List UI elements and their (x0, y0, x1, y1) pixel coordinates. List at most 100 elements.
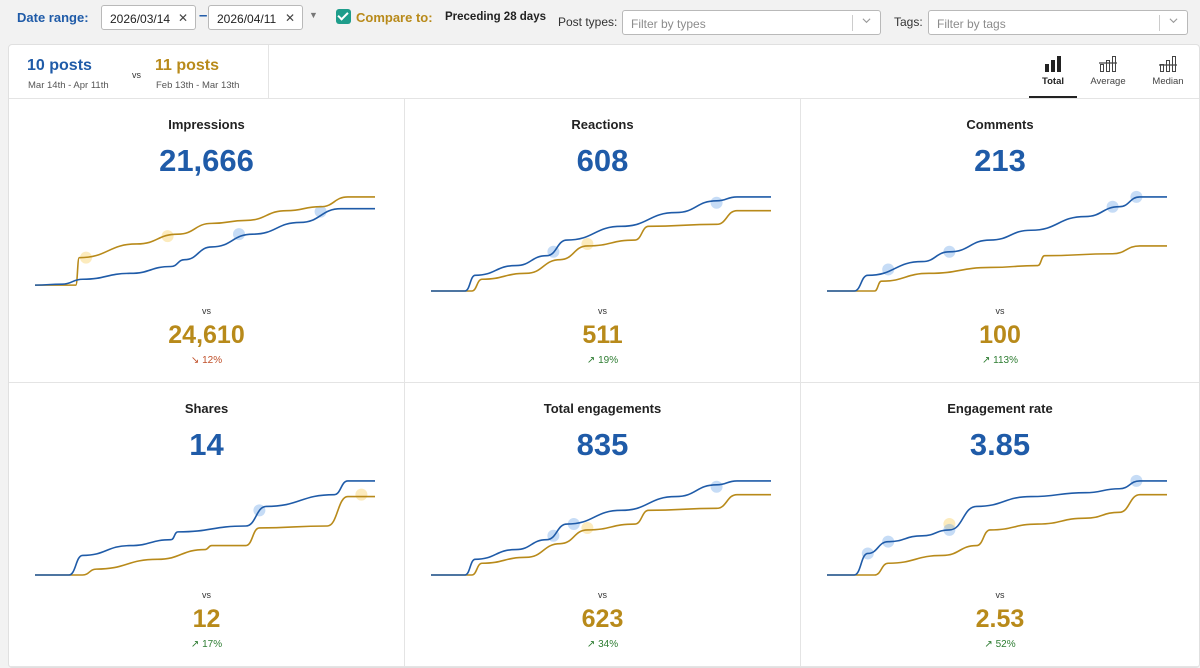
metric-change-value: 34% (598, 639, 619, 650)
trend-up-icon: ↗ (984, 639, 993, 650)
metric-title: Total engagements (543, 401, 662, 416)
metric-previous-value: 12 (192, 605, 221, 633)
metric-change-value: 19% (598, 355, 619, 366)
metric-card-total-engagements[interactable]: Total engagements 835 vs 623 ↗ 34% (405, 383, 801, 667)
post-types-label: Post types: (558, 15, 618, 29)
metric-card-impressions[interactable]: Impressions 21,666 vs 24,610 ↘ 12% (9, 99, 405, 383)
tags-placeholder: Filter by tags (937, 17, 1006, 31)
previous-period-line (34, 495, 375, 576)
date-dropdown-caret-icon[interactable]: ▼ (309, 10, 318, 20)
previous-date-range: Feb 13th - Mar 13th (156, 80, 240, 91)
metrics-panel: 10 posts Mar 14th - Apr 11th vs 11 posts… (8, 44, 1200, 668)
filter-bar: Date range: 2026/03/14 ✕ – 2026/04/11 ✕ … (0, 0, 1200, 42)
previous-period-line (35, 196, 375, 286)
compare-checkbox[interactable] (336, 9, 351, 24)
metric-card-shares[interactable]: Shares 14 vs 12 ↗ 17% (9, 383, 405, 667)
chevron-down-icon[interactable] (862, 16, 871, 25)
chevron-down-icon[interactable] (1169, 16, 1178, 25)
metric-previous-value: 24,610 (168, 321, 245, 349)
date-range-label: Date range: (17, 10, 89, 25)
metric-change-value: 52% (995, 639, 1016, 650)
previous-period-line (430, 209, 771, 292)
current-post-marker (710, 480, 723, 493)
trend-up-icon: ↗ (586, 639, 596, 650)
metric-change: ↗ 52% (801, 639, 1199, 650)
tags-label: Tags: (894, 15, 923, 29)
metric-change: ↗ 17% (9, 639, 404, 650)
metric-change-value: 17% (202, 639, 223, 650)
metric-card-engagement-rate[interactable]: Engagement rate 3.85 vs 2.53 ↗ 52% (801, 383, 1199, 667)
metric-card-comments[interactable]: Comments 213 vs 100 ↗ 113% (801, 99, 1199, 383)
metric-title: Engagement rate (947, 401, 1053, 416)
sparkline-chart (430, 480, 771, 576)
metric-vs: vs (202, 590, 211, 600)
current-period-line (430, 196, 771, 292)
start-date-value: 2026/03/14 (110, 12, 171, 26)
metric-title: Comments (966, 117, 1034, 132)
metric-change-value: 12% (202, 355, 223, 366)
current-date-range: Mar 14th - Apr 11th (28, 80, 109, 91)
tags-select[interactable]: Filter by tags (928, 10, 1188, 35)
post-types-select[interactable]: Filter by types (622, 10, 881, 35)
metric-change: ↗ 113% (801, 355, 1199, 366)
metric-card-reactions[interactable]: Reactions 608 vs 511 ↗ 19% (405, 99, 801, 383)
compare-label: Compare to: (356, 10, 433, 25)
date-separator: – (199, 7, 208, 24)
clear-end-date-icon[interactable]: ✕ (284, 11, 295, 25)
trend-down-icon: ↘ (190, 355, 200, 366)
sparkline-chart (34, 196, 375, 286)
post-types-placeholder: Filter by types (631, 17, 706, 31)
posts-summary: 10 posts Mar 14th - Apr 11th vs 11 posts… (9, 45, 269, 99)
metric-change-value: 113% (993, 355, 1018, 366)
tab-median[interactable]: Median (1144, 45, 1192, 98)
tab-total-label: Total (1042, 76, 1064, 87)
sparkline-chart (826, 190, 1167, 292)
metric-change: ↗ 19% (405, 355, 800, 366)
metric-value: 835 (576, 427, 629, 462)
end-date-input[interactable]: 2026/04/11 ✕ (208, 5, 303, 30)
bar-chart-avg-icon (1099, 56, 1117, 72)
bar-chart-median-icon (1159, 56, 1177, 72)
current-period-line (826, 480, 1167, 576)
metric-title: Shares (184, 401, 229, 416)
current-posts-count: 10 posts (27, 57, 92, 74)
trend-up-icon: ↗ (190, 639, 200, 650)
metric-value: 21,666 (159, 143, 254, 178)
tab-total[interactable]: Total (1029, 45, 1077, 98)
current-period-line (826, 196, 1167, 292)
metric-title: Impressions (168, 117, 245, 132)
metric-previous-value: 2.53 (975, 605, 1025, 633)
metric-value: 14 (189, 427, 224, 462)
previous-period-line (430, 493, 771, 576)
compare-period-value[interactable]: Preceding 28 days (445, 11, 546, 23)
current-post-marker (710, 196, 723, 209)
previous-posts-count: 11 posts (155, 57, 220, 74)
metric-vs: vs (598, 306, 607, 316)
metric-vs: vs (995, 590, 1005, 600)
metric-vs: vs (598, 590, 607, 600)
sparkline-chart (430, 196, 771, 292)
clear-start-date-icon[interactable]: ✕ (177, 11, 188, 25)
sparkline-chart (826, 474, 1167, 576)
metric-value: 3.85 (969, 427, 1031, 462)
previous-period-line (826, 493, 1167, 576)
previous-post-marker (581, 237, 594, 250)
select-divider (852, 15, 853, 31)
tab-median-label: Median (1152, 76, 1184, 87)
previous-post-marker (355, 488, 368, 501)
previous-post-marker (943, 518, 956, 531)
header-divider (9, 98, 1199, 99)
metric-title: Reactions (571, 117, 634, 132)
metric-value: 608 (576, 143, 629, 178)
previous-period-line (826, 245, 1167, 292)
select-divider (1159, 15, 1160, 31)
trend-up-icon: ↗ (586, 355, 596, 366)
metric-previous-value: 100 (979, 321, 1021, 349)
metric-previous-value: 511 (582, 321, 623, 349)
tab-average[interactable]: Average (1084, 45, 1132, 98)
current-period-line (430, 480, 771, 576)
metric-vs: vs (202, 306, 211, 316)
metric-change: ↘ 12% (9, 355, 404, 366)
start-date-input[interactable]: 2026/03/14 ✕ (101, 5, 196, 30)
end-date-value: 2026/04/11 (217, 12, 277, 26)
